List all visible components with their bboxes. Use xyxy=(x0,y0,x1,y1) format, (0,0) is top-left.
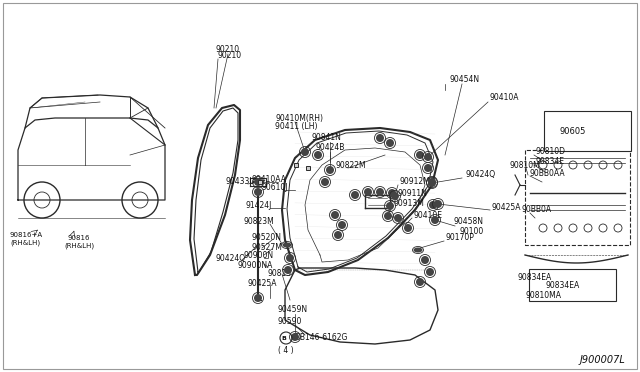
Circle shape xyxy=(334,231,342,239)
Circle shape xyxy=(314,151,322,159)
Circle shape xyxy=(428,178,436,186)
Text: 90BB0A: 90BB0A xyxy=(522,205,552,215)
Text: 90410M(RH): 90410M(RH) xyxy=(275,113,323,122)
Text: DB146-6162G: DB146-6162G xyxy=(294,334,348,343)
Text: 90410AA: 90410AA xyxy=(252,176,287,185)
Text: 90425A: 90425A xyxy=(492,203,522,212)
Text: 90459N: 90459N xyxy=(278,305,308,314)
Text: 90410E: 90410E xyxy=(413,211,442,219)
Text: 90170P: 90170P xyxy=(445,234,474,243)
Circle shape xyxy=(338,221,346,229)
Bar xyxy=(306,166,310,170)
Text: 90424Q: 90424Q xyxy=(465,170,495,180)
Ellipse shape xyxy=(282,243,291,247)
Circle shape xyxy=(391,192,399,200)
Ellipse shape xyxy=(413,247,422,253)
Text: 90411 (LH): 90411 (LH) xyxy=(275,122,317,131)
Circle shape xyxy=(284,266,292,274)
Text: 90590: 90590 xyxy=(278,317,302,327)
Text: B: B xyxy=(282,336,287,340)
Circle shape xyxy=(386,202,394,210)
Circle shape xyxy=(321,178,329,186)
Text: 90410A: 90410A xyxy=(490,93,520,103)
FancyBboxPatch shape xyxy=(529,269,616,301)
Circle shape xyxy=(326,166,334,174)
Circle shape xyxy=(286,254,294,262)
Circle shape xyxy=(301,148,309,156)
Circle shape xyxy=(254,178,262,186)
Text: (RH&LH): (RH&LH) xyxy=(64,243,94,249)
Circle shape xyxy=(416,278,424,286)
Circle shape xyxy=(424,164,432,172)
Text: 90454N: 90454N xyxy=(450,76,480,84)
Circle shape xyxy=(331,211,339,219)
Circle shape xyxy=(364,188,372,196)
Circle shape xyxy=(416,151,424,159)
Text: 90425A: 90425A xyxy=(247,279,276,288)
Text: 90815: 90815 xyxy=(268,269,292,279)
Circle shape xyxy=(431,216,439,224)
Circle shape xyxy=(254,188,262,196)
Text: 90BB0AA: 90BB0AA xyxy=(530,169,566,177)
Text: ( 4 ): ( 4 ) xyxy=(278,346,294,355)
Circle shape xyxy=(426,268,434,276)
Circle shape xyxy=(384,212,392,220)
Text: 90610J: 90610J xyxy=(262,183,289,192)
Text: 90900N: 90900N xyxy=(243,251,273,260)
Bar xyxy=(258,180,262,184)
Text: 90424Q: 90424Q xyxy=(215,253,245,263)
Circle shape xyxy=(388,189,396,197)
Text: 90605: 90605 xyxy=(560,126,586,135)
Text: 90913M: 90913M xyxy=(394,199,425,208)
Text: 90911N: 90911N xyxy=(397,189,427,198)
Text: 90433U: 90433U xyxy=(225,177,255,186)
Bar xyxy=(294,163,298,167)
Text: 90527M: 90527M xyxy=(252,243,283,251)
Text: 90810MA: 90810MA xyxy=(525,291,561,299)
Text: 90458N: 90458N xyxy=(453,218,483,227)
Circle shape xyxy=(404,224,412,232)
Text: 90520N: 90520N xyxy=(252,234,282,243)
Text: 90210: 90210 xyxy=(218,51,242,60)
Text: J900007L: J900007L xyxy=(580,355,626,365)
Circle shape xyxy=(376,188,384,196)
Text: 91424J: 91424J xyxy=(245,201,271,209)
Circle shape xyxy=(421,256,429,264)
Circle shape xyxy=(376,134,384,142)
Text: 90900NA: 90900NA xyxy=(237,260,273,269)
Text: 90834E: 90834E xyxy=(535,157,564,167)
Text: 90816: 90816 xyxy=(68,235,90,241)
Circle shape xyxy=(424,153,432,161)
Text: 90912M: 90912M xyxy=(400,177,431,186)
Circle shape xyxy=(429,201,437,209)
Text: 90841N: 90841N xyxy=(312,134,342,142)
Text: 90834EA: 90834EA xyxy=(518,273,552,282)
Text: 90823M: 90823M xyxy=(243,218,274,227)
Text: (RH&LH): (RH&LH) xyxy=(10,240,40,246)
Circle shape xyxy=(351,191,359,199)
Text: 90100: 90100 xyxy=(460,228,484,237)
Circle shape xyxy=(386,139,394,147)
Text: 90210: 90210 xyxy=(215,45,239,55)
Text: 90810M: 90810M xyxy=(510,160,541,170)
Circle shape xyxy=(291,333,299,341)
Circle shape xyxy=(428,179,436,187)
Circle shape xyxy=(254,294,262,302)
Text: 90810D: 90810D xyxy=(535,148,565,157)
Circle shape xyxy=(434,200,442,208)
FancyBboxPatch shape xyxy=(544,111,631,151)
Text: 90424B: 90424B xyxy=(316,144,346,153)
Text: 90822M: 90822M xyxy=(335,160,365,170)
Text: 90834EA: 90834EA xyxy=(545,280,579,289)
Circle shape xyxy=(394,214,402,222)
Text: 90816+A: 90816+A xyxy=(10,232,43,238)
